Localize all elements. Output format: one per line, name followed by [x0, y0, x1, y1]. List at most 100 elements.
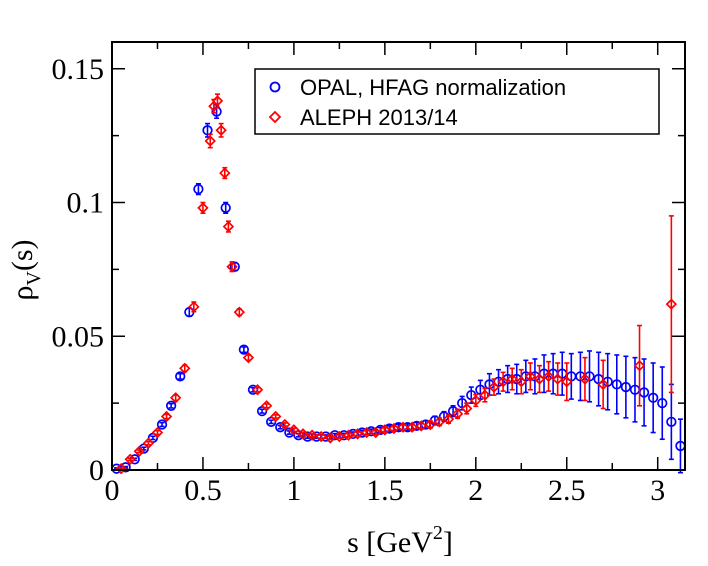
data-point	[597, 378, 609, 391]
data-point	[515, 376, 527, 388]
data-point	[461, 402, 473, 415]
x-axis-title-end: ]	[443, 526, 453, 559]
data-point	[342, 429, 355, 441]
axis-ticks	[111, 42, 685, 471]
data-point	[360, 426, 373, 439]
data-point	[533, 373, 546, 385]
data-point	[333, 430, 346, 443]
data-point	[633, 359, 646, 372]
data-point	[279, 418, 291, 431]
data-point	[220, 202, 231, 214]
data-point	[406, 421, 418, 433]
y-tick-label: 0.1	[67, 187, 105, 220]
data-point	[219, 167, 231, 179]
y-tick-label: 0.05	[52, 320, 105, 353]
legend-marker-opal	[269, 81, 281, 93]
x-tick-label: 2	[468, 474, 483, 507]
data-point	[442, 413, 455, 425]
data-point	[648, 392, 659, 403]
data-point	[657, 397, 668, 409]
data-point	[666, 416, 677, 428]
data-point	[451, 408, 464, 420]
y-axis-title-end: (s)	[6, 239, 39, 271]
data-point	[222, 220, 235, 233]
data-point	[579, 373, 591, 385]
legend-marker-aleph	[268, 110, 282, 124]
series-aleph	[115, 93, 678, 475]
data-point	[226, 260, 238, 273]
y-tick-label: 0.15	[52, 53, 105, 86]
y-axis-title-sub: V	[23, 271, 45, 286]
data-point	[115, 462, 127, 475]
x-axis-title: s [GeV2]	[347, 522, 453, 559]
data-point	[156, 419, 168, 430]
data-point	[211, 95, 224, 107]
data-point	[288, 424, 300, 436]
data-point	[238, 344, 250, 355]
x-tick-label: 2.5	[548, 474, 586, 507]
x-tick-label: 0.5	[184, 474, 222, 507]
data-point	[306, 429, 318, 441]
data-point	[133, 445, 145, 457]
data-point	[470, 394, 482, 407]
data-point	[433, 416, 446, 428]
axis-tick-labels: 0 0.5 1 1.5 2 2.5 3 0 0.05 0.1 0.15	[52, 53, 666, 507]
x-axis-title-main: s [GeV	[347, 526, 433, 559]
x-tick-label: 0	[105, 474, 120, 507]
legend-label-opal: OPAL, HFAG normalization	[300, 75, 566, 100]
data-point	[551, 373, 564, 385]
data-point	[351, 428, 364, 440]
data-point	[202, 125, 213, 136]
data-point	[251, 384, 264, 396]
data-point	[665, 298, 678, 310]
data-point	[275, 422, 286, 433]
data-point	[524, 370, 537, 383]
y-axis-title: ρV(s)	[6, 239, 45, 300]
data-point	[151, 426, 164, 439]
x-tick-label: 1.5	[366, 474, 404, 507]
data-point	[260, 400, 273, 412]
data-point	[175, 371, 186, 382]
y-axis-title-main: ρ	[6, 286, 39, 301]
y-tick-label: 0	[89, 454, 104, 487]
data-point	[506, 373, 518, 385]
data-point	[233, 306, 246, 318]
data-point	[620, 381, 632, 393]
data-point	[193, 183, 204, 195]
data-point	[124, 453, 136, 466]
data-point	[188, 301, 200, 313]
legend: OPAL, HFAG normalization ALEPH 2013/14	[254, 68, 660, 135]
x-axis-title-sup: 2	[433, 522, 443, 544]
data-point	[611, 379, 622, 390]
plot-frame	[111, 41, 686, 471]
x-tick-label: 1	[286, 474, 301, 507]
data-point	[415, 420, 427, 432]
data-point	[388, 422, 400, 435]
data-point	[297, 428, 309, 440]
data-series	[111, 93, 686, 475]
data-point	[242, 351, 255, 364]
data-point	[424, 418, 437, 431]
data-point	[488, 381, 500, 393]
data-point	[215, 124, 227, 136]
legend-box	[254, 68, 660, 135]
data-point	[379, 424, 391, 436]
data-point	[204, 135, 216, 147]
data-point	[561, 376, 573, 388]
legend-label-aleph: ALEPH 2013/14	[300, 105, 458, 130]
data-point	[324, 432, 336, 444]
data-point	[397, 421, 409, 433]
data-point	[270, 410, 282, 423]
data-point	[479, 389, 491, 401]
data-point	[542, 370, 555, 383]
x-tick-label: 3	[650, 474, 665, 507]
data-point	[160, 410, 173, 423]
data-point	[165, 400, 177, 411]
data-point	[197, 202, 209, 214]
data-point	[284, 427, 295, 438]
data-point	[370, 426, 382, 439]
data-point	[497, 376, 509, 388]
data-point	[179, 362, 191, 375]
data-point	[169, 392, 182, 404]
